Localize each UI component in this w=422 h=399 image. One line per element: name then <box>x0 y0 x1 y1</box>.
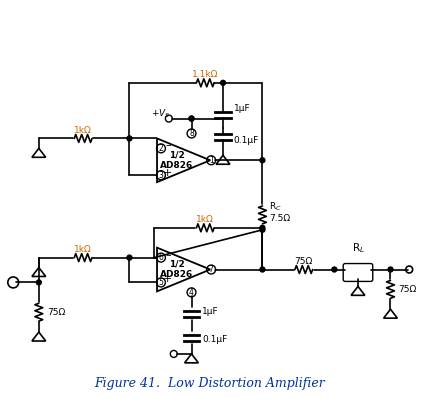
Text: R$_C$
7.5Ω: R$_C$ 7.5Ω <box>269 200 290 223</box>
Text: 1/2
AD826: 1/2 AD826 <box>160 260 193 279</box>
Text: 1/2
AD826: 1/2 AD826 <box>160 150 193 170</box>
Circle shape <box>260 158 265 163</box>
Circle shape <box>260 227 265 232</box>
Text: Figure 41.  Low Distortion Amplifier: Figure 41. Low Distortion Amplifier <box>94 377 325 390</box>
Text: 6: 6 <box>159 253 163 262</box>
Text: 75Ω: 75Ω <box>295 257 313 266</box>
Text: +: + <box>163 168 173 178</box>
Circle shape <box>388 267 393 272</box>
Text: –: – <box>165 250 170 260</box>
Circle shape <box>260 225 265 230</box>
Text: 3: 3 <box>159 171 163 180</box>
Text: 1kΩ: 1kΩ <box>74 245 92 254</box>
Text: 8: 8 <box>189 129 194 138</box>
Text: 75Ω: 75Ω <box>398 285 417 294</box>
Circle shape <box>189 116 194 121</box>
Circle shape <box>127 136 132 141</box>
Text: 1kΩ: 1kΩ <box>196 215 214 224</box>
Text: 1µF: 1µF <box>234 104 251 113</box>
Circle shape <box>36 280 41 285</box>
Circle shape <box>127 255 132 260</box>
Text: +: + <box>163 275 173 284</box>
Text: 75Ω: 75Ω <box>48 308 66 317</box>
Circle shape <box>260 267 265 272</box>
Circle shape <box>189 116 194 121</box>
Circle shape <box>332 267 337 272</box>
Text: 0.1µF: 0.1µF <box>234 136 259 145</box>
Text: 5: 5 <box>159 278 163 287</box>
Text: –: – <box>165 140 170 150</box>
Text: 2: 2 <box>159 144 163 153</box>
Text: 0.1µF: 0.1µF <box>202 334 227 344</box>
Text: 1: 1 <box>209 156 214 165</box>
Circle shape <box>221 80 225 85</box>
Text: 4: 4 <box>189 288 194 297</box>
Text: 1µF: 1µF <box>202 307 219 316</box>
Text: R$_L$: R$_L$ <box>352 241 365 255</box>
Text: 1kΩ: 1kΩ <box>74 126 92 135</box>
Text: $+V_S$: $+V_S$ <box>151 107 171 120</box>
Text: 7: 7 <box>209 265 214 274</box>
Text: 1.1kΩ: 1.1kΩ <box>192 70 219 79</box>
